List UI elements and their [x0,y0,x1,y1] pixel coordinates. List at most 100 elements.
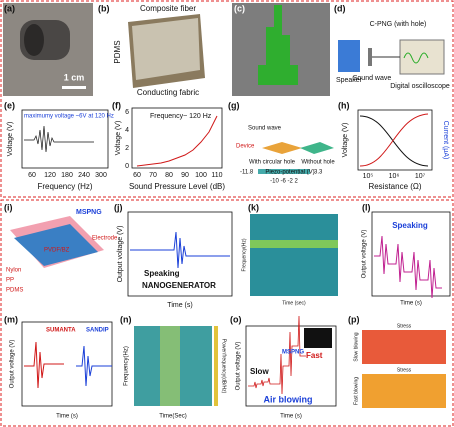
text: 3.3 [314,170,323,176]
text: PDMS [113,40,122,63]
y-label: Frequency(Hz) [241,238,247,271]
text: Piezo-potential (V) [265,170,314,176]
x-label: Time (s) [167,302,192,309]
x-label: Time (s) [56,414,78,420]
x-label: Time (sec) [282,300,306,306]
text: Fast blowing [353,377,359,405]
x-label: Time (s) [400,301,422,307]
text: Slow [250,367,269,376]
text: PP [6,278,14,284]
panel-label: (l) [362,202,371,212]
spectrogram-band [160,326,180,406]
frame-bottom [0,199,454,427]
axes [357,109,433,171]
y-tick: 0 [125,163,129,170]
oscilloscope [399,39,445,75]
x-tick: 110 [211,172,222,179]
current-curve [359,113,429,167]
device-hole [24,24,44,56]
panel-label: (d) [334,3,346,13]
histogram [250,5,298,85]
x-tick: 10⁷ [415,173,426,180]
panel-label: (h) [338,100,350,110]
axes [21,109,109,169]
spectrogram [250,214,338,296]
scope-wave [403,52,429,64]
panel-label: (o) [230,314,242,324]
text: SANDIP [86,328,109,334]
x-tick: 60 [133,172,141,179]
axes [21,321,113,407]
x-tick: 100 [195,172,207,179]
y-label: Voltage (V) [342,123,349,158]
x-label: Sound Pressure Level (dB) [129,182,225,191]
stress-map [362,374,446,408]
x-label: Time(Sec) [159,414,186,420]
device [368,48,372,66]
text: PVDF/BZ [44,248,70,254]
inset [304,328,332,348]
x-tick: 120 [44,172,56,179]
text: Sound wave [353,75,392,82]
fiber [132,18,200,80]
text: Slow blowing [353,332,359,361]
curve [136,115,218,167]
waveform [130,231,230,269]
text: Fast [306,351,323,360]
axes [371,211,451,297]
x-tick: 10⁶ [389,173,400,180]
y-tick: 2 [125,145,129,152]
axes [131,107,223,169]
x-tick: 60 [28,172,36,179]
x-label: Frequency (Hz) [37,182,92,191]
text: NANOGENERATOR [142,281,216,290]
y-label: Voltage (V) [115,121,122,156]
spectrogram-band [250,240,338,248]
waveform [24,125,94,153]
text: Stress [397,367,412,373]
text: Digital oscilloscope [390,83,450,90]
text: Composite fiber [140,4,196,13]
text: C-PNG (with hole) [370,21,427,28]
y2-label: Current (μA) [442,121,449,160]
x-label: Time (s) [280,414,302,420]
panel-label: (p) [348,314,360,324]
y-label: Voltage (V) [7,122,14,157]
panel-label: (a) [4,3,15,13]
waveform [374,235,442,299]
text: Speaker [336,77,363,84]
text: -11.8 [240,170,254,176]
speaker [338,40,360,72]
text: SUMANTA [46,328,76,334]
waveform [76,345,112,387]
text: MSPNG [282,350,304,356]
panel-label: (g) [228,100,240,110]
text: -10 -6 -2 2 [270,179,298,185]
stress-map [362,330,446,364]
scale-bar [62,86,86,89]
panel-label: (f) [112,100,121,110]
x-tick: 10⁵ [363,173,374,180]
text: Air blowing [264,394,313,404]
text: Conducting fabric [137,88,199,97]
text: Without hole [301,160,335,166]
panel-label: (n) [120,314,132,324]
panel-label: (j) [114,202,123,212]
text: Speaking [392,221,428,230]
colorbar [214,326,218,406]
text: Device [236,144,255,150]
x-tick: 70 [149,172,157,179]
text: Nylon [6,268,21,274]
colorbar-label: Power/frequency(dB/Hz) [221,339,227,394]
layer [14,224,98,266]
panel-label: (e) [4,100,15,110]
note: maximumy voltage ~6V at 120 Hz [24,114,114,120]
axes [245,325,337,407]
waveform [248,315,306,395]
panel-label: (m) [4,314,18,324]
x-label: Resistance (Ω) [368,182,421,191]
text: MSPNG [76,209,102,216]
y-tick: 4 [125,127,129,134]
text: Electrode [92,236,118,242]
